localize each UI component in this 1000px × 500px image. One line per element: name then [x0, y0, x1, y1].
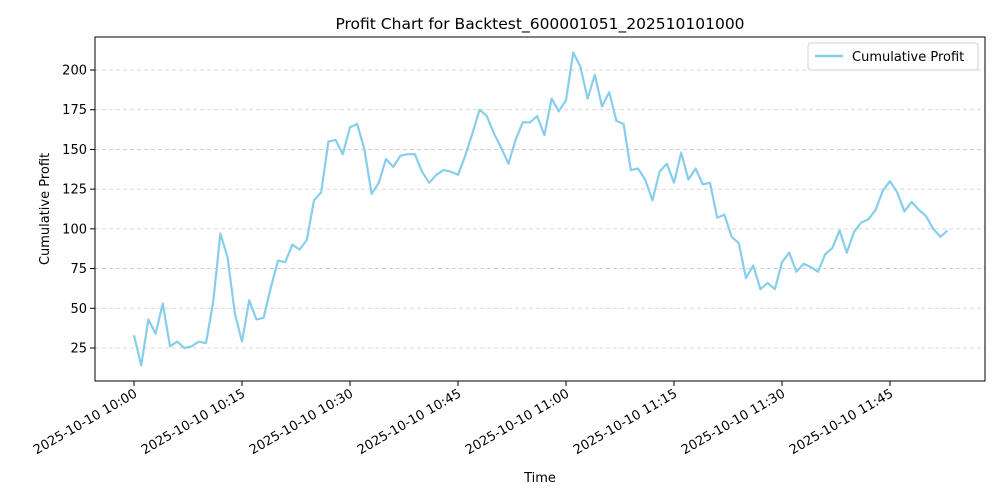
- x-tick-label: 2025-10-10 11:15: [571, 386, 680, 458]
- legend-label: Cumulative Profit: [852, 50, 964, 65]
- y-tick-label: 150: [62, 143, 87, 158]
- y-axis-ticks: 25 50 75 100 125 150 175 200: [62, 64, 95, 357]
- x-axis-ticks: 2025-10-10 10:00 2025-10-10 10:15 2025-10-…: [31, 381, 896, 458]
- series-line: [132, 51, 949, 367]
- x-tick-label: 2025-10-10 10:15: [139, 386, 248, 458]
- legend-box: [807, 42, 979, 71]
- y-tick-label: 175: [62, 103, 87, 118]
- x-tick-label: 2025-10-10 11:45: [787, 386, 896, 458]
- x-tick-label: 2025-10-10 10:45: [355, 386, 464, 458]
- legend: Cumulative Profit: [807, 42, 979, 71]
- cumulative-profit-line: [132, 51, 949, 367]
- y-tick-label: 125: [62, 183, 87, 198]
- plot-area-frame: [94, 36, 986, 382]
- y-tick-label: 75: [70, 262, 87, 277]
- x-tick-label: 2025-10-10 11:30: [679, 386, 788, 458]
- x-tick-label: 2025-10-10 10:30: [247, 386, 356, 458]
- y-tick-label: 200: [62, 64, 87, 79]
- x-tick-label: 2025-10-10 10:00: [31, 386, 140, 458]
- y-tick-label: 100: [62, 222, 87, 237]
- y-axis-label: Cumulative Profit: [38, 153, 53, 265]
- y-tick-label: 25: [70, 342, 87, 357]
- x-axis-label: Time: [523, 471, 556, 486]
- grid-lines: [95, 69, 985, 349]
- x-tick-label: 2025-10-10 11:00: [463, 386, 572, 458]
- y-tick-label: 50: [70, 302, 87, 317]
- chart-title: Profit Chart for Backtest_600001051_2025…: [335, 15, 744, 34]
